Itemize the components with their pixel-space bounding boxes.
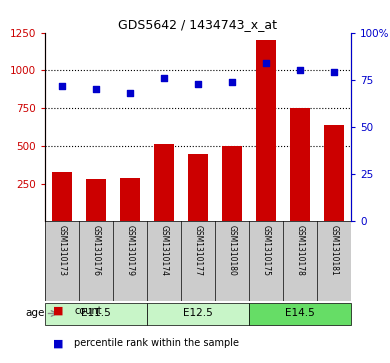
Point [161,75,167,81]
Point [297,68,303,73]
Bar [324,125,344,221]
Text: age: age [25,309,45,318]
Text: GSM1310178: GSM1310178 [296,225,305,276]
Point [263,60,269,66]
Text: GSM1310174: GSM1310174 [160,225,168,276]
Text: GSM1310181: GSM1310181 [330,225,339,276]
Bar [147,302,249,325]
Text: E11.5: E11.5 [81,309,111,318]
Title: GDS5642 / 1434743_x_at: GDS5642 / 1434743_x_at [119,19,277,32]
Bar [188,154,208,221]
Text: GSM1310177: GSM1310177 [193,225,202,276]
Text: ■: ■ [53,338,63,348]
Text: GSM1310175: GSM1310175 [261,225,270,276]
Text: GSM1310179: GSM1310179 [126,225,135,276]
Text: E12.5: E12.5 [183,309,213,318]
Bar [256,40,276,221]
Point [195,81,201,86]
Text: percentile rank within the sample: percentile rank within the sample [74,338,239,348]
Bar [249,302,351,325]
Point [331,69,337,75]
Bar [51,172,72,221]
Text: GSM1310176: GSM1310176 [91,225,100,276]
Bar [120,178,140,221]
Text: count: count [74,306,102,316]
Bar [154,144,174,221]
Point [59,83,65,89]
Bar [222,146,242,221]
Text: ■: ■ [53,306,63,316]
Text: GSM1310180: GSM1310180 [227,225,236,276]
Point [229,79,235,85]
Point [127,90,133,96]
Bar [45,302,147,325]
Bar [290,108,310,221]
Text: E14.5: E14.5 [285,309,315,318]
Bar [86,179,106,221]
Point [93,86,99,92]
Text: GSM1310173: GSM1310173 [57,225,66,276]
